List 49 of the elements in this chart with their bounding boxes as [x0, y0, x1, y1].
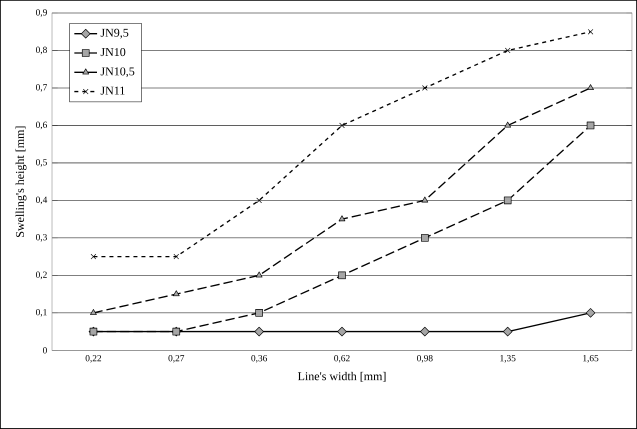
y-tick-label: 0,5 [36, 159, 47, 167]
point [255, 309, 263, 317]
x-tick-label: 0,27 [168, 355, 184, 363]
y-tick-label: 0 [42, 347, 47, 354]
point [588, 28, 594, 35]
y-tick-label: 0,9 [36, 9, 47, 17]
point [172, 328, 180, 336]
point [172, 290, 180, 296]
x-axis-title: Line's width [mm] [298, 372, 386, 382]
point [421, 234, 429, 242]
y-tick-label: 0,3 [36, 234, 47, 242]
point [90, 254, 96, 260]
x-tick-label: 0,62 [334, 355, 350, 363]
y-axis-title: Swelling's height [mm] [16, 126, 26, 237]
point [338, 272, 346, 280]
point [174, 254, 180, 260]
y-tick-label: 0,2 [36, 272, 47, 280]
y-tick-label: 0,6 [36, 122, 48, 130]
point [420, 326, 430, 336]
x-tick-label: 0,98 [417, 355, 433, 363]
point [586, 308, 596, 318]
point [504, 48, 510, 54]
x-tick-label: 0,36 [251, 355, 268, 363]
point [338, 215, 346, 222]
x-tick-label: 1,35 [500, 355, 516, 363]
y-tick-label: 0,4 [36, 196, 48, 204]
y-tick-label: 0,7 [36, 84, 48, 92]
point [256, 198, 262, 204]
point [339, 122, 345, 128]
legend-label: JN9,5 [100, 28, 128, 39]
point [90, 328, 98, 336]
point [504, 196, 512, 204]
legend-label: JN10 [100, 48, 126, 56]
point [586, 122, 594, 130]
y-tick-label: 0,8 [36, 46, 47, 54]
point [254, 326, 264, 336]
point [502, 326, 512, 336]
x-tick-label: 0,22 [86, 355, 102, 363]
point [90, 309, 97, 315]
point [422, 85, 428, 91]
legend-label: JN10,5 [100, 67, 134, 78]
point [504, 122, 512, 128]
x-tick-label: 1,65 [583, 355, 598, 363]
point [422, 196, 428, 202]
point [337, 326, 347, 336]
legend-label: JN11 [100, 86, 125, 95]
point [587, 84, 594, 90]
y-tick-label: 0,1 [36, 309, 47, 317]
point [256, 272, 262, 278]
